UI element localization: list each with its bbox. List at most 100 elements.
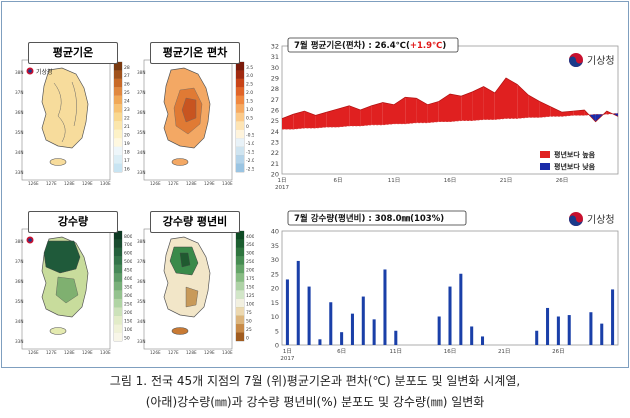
colorbar-label: 100	[246, 301, 254, 307]
map-title-precipitation-ratio: 강수량 평년비	[150, 211, 240, 233]
colorbar-label: 200	[246, 268, 254, 274]
map-title-temperature-anomaly: 평균기온 편차	[150, 42, 240, 64]
temperature-area-segment	[573, 110, 585, 116]
temperature-area-segment	[427, 101, 439, 123]
precipitation-y-tick-label: 20	[271, 285, 279, 293]
colorbar-swatch	[236, 281, 244, 291]
precipitation-y-tick-label: 40	[271, 228, 279, 236]
colorbar-swatch	[114, 78, 122, 88]
colorbar-label: 3.0	[246, 73, 253, 79]
colorbar-label: 16	[124, 166, 130, 172]
kma-logo-text: 기상청	[587, 214, 615, 226]
precipitation-bar	[589, 312, 593, 345]
precipitation-x-tick-label: 11日	[390, 348, 403, 355]
latitude-tick-label: 38N	[15, 239, 23, 244]
precipitation-bar	[480, 336, 485, 345]
precipitation-x-tick-label: 6日	[337, 348, 346, 355]
temperature-x-tick-label: 16日	[444, 177, 457, 184]
precipitation-bar	[329, 302, 333, 345]
colorbar-label: -0.5	[246, 132, 254, 138]
precipitation-bar	[459, 273, 463, 345]
colorbar-label: 3.5	[246, 65, 253, 71]
precipitation-x-tick-label: 26日	[552, 348, 565, 355]
map-precipitation-ratio: 400 350 300 250 200 175 150 125 100 75 50 25 0 38N 37N…	[136, 207, 254, 357]
temperature-area-segment	[517, 84, 529, 119]
temperature-x-tick-label: 21日	[500, 177, 513, 184]
colorbar-label: 21	[124, 124, 130, 130]
precipitation-bar	[611, 289, 615, 345]
longitude-tick-label: 129E	[204, 350, 215, 355]
colorbar-swatch	[236, 256, 244, 265]
precipitation-y-tick-label: 25	[271, 270, 279, 278]
colorbar-label: 2.5	[246, 82, 253, 88]
precipitation-bar	[437, 316, 441, 345]
temperature-area-segment	[349, 105, 361, 126]
map-temperature-anomaly: 3.5 3.0 2.5 2.0 1.5 1.0 0.5 0 -0.5 -1.0 -1.5 -2.0 -2…	[136, 38, 254, 188]
latitude-tick-label: 33N	[15, 170, 23, 175]
temperature-legend-swatch	[540, 151, 550, 158]
colorbar-label: 25	[246, 327, 252, 333]
colorbar-swatch	[236, 78, 244, 88]
colorbar-swatch	[114, 231, 122, 240]
colorbar-label: 0	[246, 124, 249, 130]
colorbar-swatch	[236, 231, 244, 240]
temperature-area-segment	[550, 106, 562, 117]
map-temperature-anomaly-graphic: 3.5 3.0 2.5 2.0 1.5 1.0 0.5 0 -0.5 -1.0 -1.5 -2.0 -2…	[137, 59, 254, 186]
colorbar-swatch	[114, 87, 122, 96]
temperature-y-tick-label: 25	[271, 117, 279, 125]
temperature-y-tick-label: 21	[271, 160, 279, 168]
figure-caption-line-1: 그림 1. 전국 45개 지점의 7월 (위)평균기온과 편차(℃) 분포도 및…	[109, 374, 521, 388]
colorbar-swatch	[114, 163, 122, 172]
colorbar-label: -1.0	[246, 141, 254, 147]
colorbar-label: 22	[124, 116, 130, 122]
colorbar-label: 19	[124, 141, 130, 147]
colorbar-swatch	[236, 112, 244, 122]
temperature-x-tick-label: 1日	[278, 177, 287, 184]
kma-logo-text: 기상청	[587, 55, 615, 67]
colorbar-swatch	[236, 290, 244, 299]
map-precipitation: 800 700 600 500 450 400 350 300 250 200 150 100 50 38…	[14, 207, 132, 357]
colorbar-label: 300	[246, 251, 254, 257]
longitude-tick-label: 130E	[100, 350, 111, 355]
longitude-tick-label: 128E	[64, 350, 75, 355]
temperature-area-segment	[293, 111, 305, 130]
colorbar-swatch	[236, 70, 244, 79]
precipitation-bar	[383, 269, 387, 345]
colorbar-swatch	[114, 239, 122, 248]
map-title-precipitation: 강수량	[28, 211, 118, 233]
colorbar-swatch	[114, 104, 122, 113]
temperature-area-segment	[304, 111, 316, 129]
longitude-tick-label: 127E	[168, 181, 179, 186]
colorbar-swatch	[236, 104, 244, 113]
colorbar-label: 150	[124, 318, 132, 324]
colorbar-label: 24	[124, 99, 130, 105]
temperature-area-segment	[315, 112, 327, 129]
colorbar-swatch	[236, 87, 244, 96]
colorbar-swatch	[236, 155, 244, 164]
kma-logo: 기상청	[569, 212, 615, 226]
colorbar-label: 450	[124, 268, 132, 274]
longitude-tick-label: 127E	[46, 181, 57, 186]
colorbar-swatch	[114, 146, 122, 156]
colorbar-swatch	[236, 307, 244, 316]
precipitation-bar	[296, 260, 300, 345]
precipitation-y-tick-label: 35	[271, 242, 279, 250]
colorbar-swatch	[114, 332, 122, 341]
longitude-tick-label: 126E	[28, 350, 39, 355]
precipitation-title: 7월 강수량(평년비) : 308.0㎜(103%)	[294, 213, 444, 224]
temperature-area-segment	[382, 102, 394, 125]
temperature-x-tick-label: 26日	[556, 177, 569, 184]
temperature-title-box	[287, 37, 459, 53]
latitude-tick-label: 37N	[137, 259, 145, 264]
longitude-tick-label: 128E	[186, 181, 197, 186]
precipitation-bar	[372, 319, 376, 345]
colorbar-label: 1.0	[246, 107, 253, 113]
temperature-y-tick-label: 28	[271, 85, 279, 93]
colorbar-swatch	[114, 281, 122, 291]
colorbar-label: 700	[124, 242, 132, 248]
precipitation-y-tick-label: 5	[275, 327, 279, 335]
latitude-tick-label: 38N	[15, 70, 23, 75]
latitude-tick-label: 35N	[15, 130, 23, 135]
latitude-tick-label: 37N	[137, 90, 145, 95]
colorbar-label: 800	[124, 234, 132, 240]
